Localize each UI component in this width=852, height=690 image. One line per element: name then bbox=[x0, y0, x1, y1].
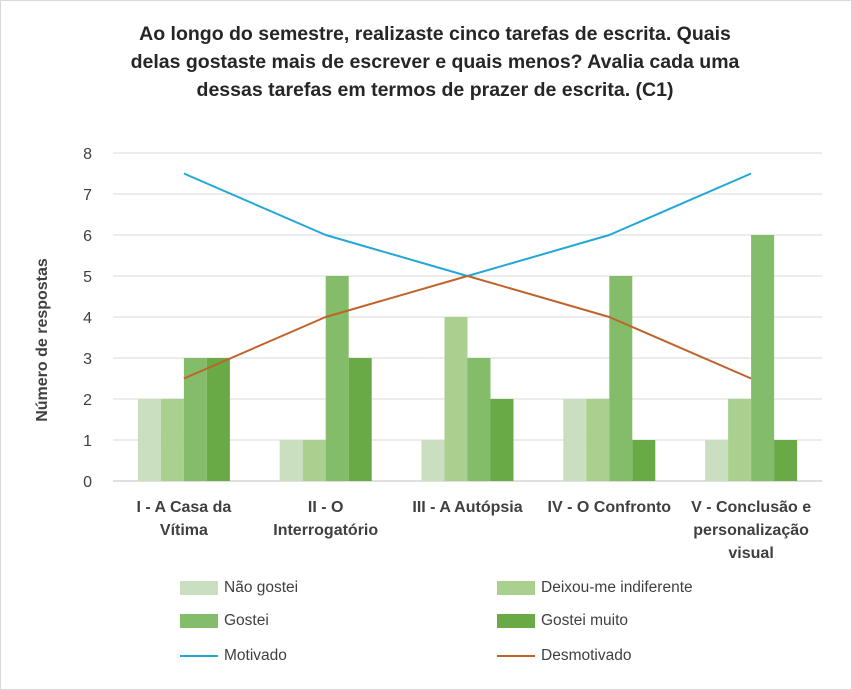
legend-item-motivado: Motivado bbox=[180, 647, 287, 665]
bar bbox=[444, 317, 468, 481]
y-tick-labels: 0 1 2 3 4 5 6 7 8 bbox=[83, 146, 92, 491]
bar bbox=[705, 440, 729, 481]
x-tick-label-line: Vítima bbox=[160, 522, 208, 539]
bar bbox=[609, 276, 633, 481]
chart-title: Ao longo do semestre, realizaste cinco t… bbox=[60, 20, 810, 104]
bar bbox=[137, 399, 161, 481]
legend-swatch bbox=[497, 655, 535, 657]
x-tick-label: III - A Autópsia bbox=[412, 499, 522, 516]
chart-title-line: delas gostaste mais de escrever e quais … bbox=[130, 51, 740, 73]
legend-swatch bbox=[180, 655, 218, 657]
bar bbox=[490, 399, 514, 481]
legend-swatch bbox=[497, 614, 535, 628]
y-tick-label: 1 bbox=[83, 433, 92, 450]
bar bbox=[586, 399, 610, 481]
y-axis-label: Número de respostas bbox=[34, 258, 51, 422]
y-tick-label: 8 bbox=[83, 146, 92, 163]
x-tick-label: II - O Interrogatório bbox=[273, 499, 378, 539]
legend-label: Gostei bbox=[224, 612, 269, 629]
bar bbox=[348, 358, 372, 481]
y-tick-label: 2 bbox=[83, 392, 92, 409]
bar bbox=[279, 440, 303, 481]
legend-swatch bbox=[180, 581, 218, 595]
bar bbox=[206, 358, 230, 481]
series-line bbox=[183, 172, 752, 277]
x-tick-label-line: visual bbox=[728, 545, 773, 562]
bar bbox=[632, 440, 656, 481]
series-lines bbox=[183, 172, 752, 380]
bar bbox=[563, 399, 587, 481]
legend-swatch bbox=[497, 581, 535, 595]
legend-item-gostei-muito: Gostei muito bbox=[497, 612, 628, 630]
bar bbox=[183, 358, 207, 481]
legend-item-desmotivado: Desmotivado bbox=[497, 647, 631, 665]
y-tick-label: 3 bbox=[83, 351, 92, 368]
bar bbox=[160, 399, 184, 481]
x-tick-label-line: IV - O Confronto bbox=[548, 499, 672, 516]
bar bbox=[728, 399, 752, 481]
legend-label: Motivado bbox=[224, 647, 287, 664]
x-tick-label: V - Conclusão e personalização visual bbox=[691, 499, 811, 562]
legend-item-nao-gostei: Não gostei bbox=[180, 579, 298, 597]
bar bbox=[467, 358, 491, 481]
legend-label: Gostei muito bbox=[541, 612, 629, 629]
bar bbox=[751, 235, 775, 481]
legend-label: Não gostei bbox=[224, 579, 299, 596]
legend-label: Desmotivado bbox=[541, 647, 632, 664]
series-line bbox=[183, 275, 752, 380]
x-tick-label-line: I - A Casa da bbox=[136, 499, 231, 516]
legend-item-indiferente: Deixou-me indiferente bbox=[497, 579, 693, 597]
x-tick-label-line: II - O bbox=[308, 499, 344, 516]
y-tick-label: 7 bbox=[83, 187, 92, 204]
chart-title-line: dessas tarefas em termos de prazer de es… bbox=[196, 79, 674, 101]
y-tick-label: 5 bbox=[83, 269, 92, 286]
y-tick-label: 4 bbox=[83, 310, 92, 327]
legend-label: Deixou-me indiferente bbox=[541, 579, 693, 596]
y-tick-label: 6 bbox=[83, 228, 92, 245]
bar bbox=[774, 440, 798, 481]
bar bbox=[421, 440, 445, 481]
bars bbox=[137, 235, 798, 481]
legend-item-gostei: Gostei bbox=[180, 612, 269, 630]
x-tick-label: IV - O Confronto bbox=[548, 499, 672, 516]
x-tick-label: I - A Casa da Vítima bbox=[136, 499, 231, 539]
x-tick-label-line: III - A Autópsia bbox=[412, 499, 522, 516]
bar bbox=[325, 276, 349, 481]
y-tick-label: 0 bbox=[83, 474, 92, 491]
x-tick-label-line: V - Conclusão e bbox=[691, 499, 811, 516]
chart-title-line: Ao longo do semestre, realizaste cinco t… bbox=[139, 23, 731, 45]
x-tick-label-line: personalização bbox=[693, 522, 809, 539]
bar bbox=[302, 440, 326, 481]
legend-swatch bbox=[180, 614, 218, 628]
x-tick-label-line: Interrogatório bbox=[273, 522, 378, 539]
